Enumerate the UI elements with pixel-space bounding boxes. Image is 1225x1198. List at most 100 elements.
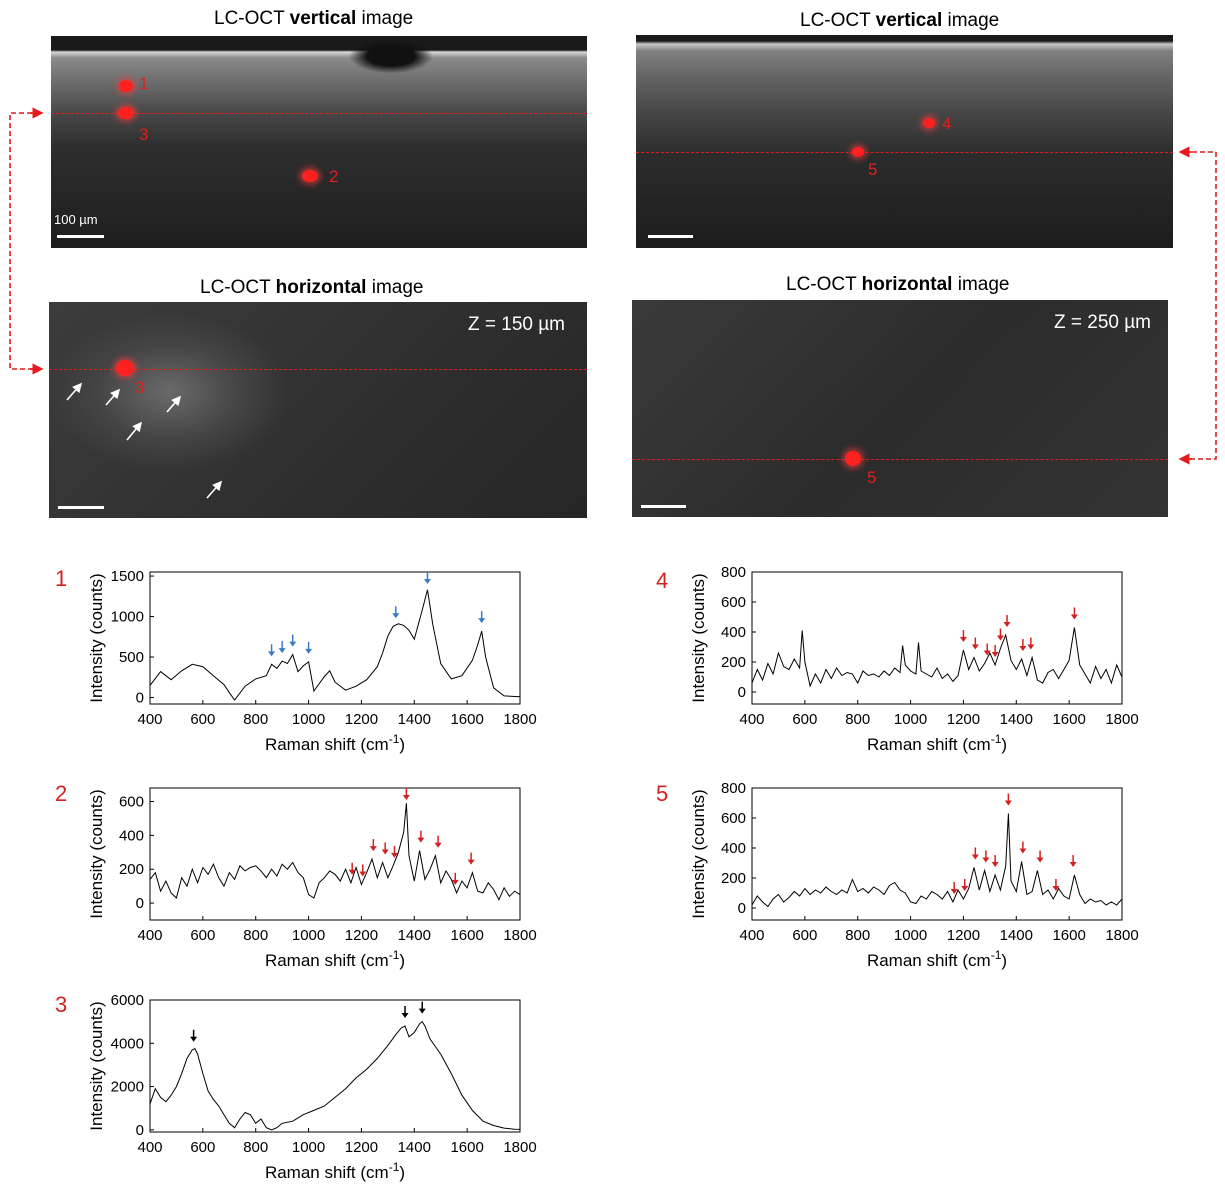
peak-arrow-head xyxy=(190,1036,198,1042)
y-tick-label: 1000 xyxy=(111,609,144,626)
spectrum-line xyxy=(149,1020,521,1131)
x-tick-label: 600 xyxy=(190,711,215,728)
raman-spectrum-3: 400 600 800 1000 1200 1400 1600 1800 0 2000 4000 60… xyxy=(87,992,537,1182)
spectrum-line xyxy=(751,627,1123,688)
depth-label: Z = 150 µm xyxy=(468,314,566,335)
scale-bar xyxy=(58,506,104,509)
x-tick-label: 400 xyxy=(137,927,162,944)
peak-arrow-head xyxy=(1019,848,1027,854)
x-tick-label: 400 xyxy=(137,711,162,728)
point-label: 4 xyxy=(942,114,952,133)
x-tick-label: 1800 xyxy=(503,711,536,728)
x-axis-label-close: ) xyxy=(1001,951,1007,970)
x-axis-label-superscript: -1 xyxy=(991,948,1002,962)
x-tick-label: 1200 xyxy=(947,711,980,728)
x-tick-label: 1400 xyxy=(398,711,431,728)
x-tick-label: 1200 xyxy=(345,927,378,944)
plot-frame xyxy=(149,571,521,705)
plot-frame xyxy=(149,787,521,921)
peak-arrow-head xyxy=(1069,862,1077,867)
x-tick-label: 600 xyxy=(190,1139,215,1156)
left-horizontal-title: LC-OCT horizontal image xyxy=(200,277,424,298)
x-tick-label: 1600 xyxy=(450,711,483,728)
x-tick-label: 400 xyxy=(739,711,764,728)
left-horizontal-oct-image xyxy=(49,302,587,518)
y-tick-label: 600 xyxy=(119,794,144,811)
x-tick-label: 400 xyxy=(739,927,764,944)
measurement-point-3 xyxy=(118,107,134,119)
x-axis-label-superscript: -1 xyxy=(389,948,400,962)
peak-arrow-head xyxy=(289,641,297,647)
peak-arrow-head xyxy=(991,862,999,867)
x-tick-label: 800 xyxy=(845,927,870,944)
peak-arrow-head xyxy=(1036,857,1044,863)
spectrum-line xyxy=(751,813,1123,908)
left-vertical-oct-image xyxy=(51,36,587,248)
y-axis-label: Intensity (counts) xyxy=(87,1001,106,1130)
y-axis-label: Intensity (counts) xyxy=(87,789,106,918)
y-tick-label: 200 xyxy=(721,870,746,887)
peak-arrow-head xyxy=(991,652,999,657)
peak-arrow-head xyxy=(982,857,990,863)
peak-arrow-head xyxy=(402,795,410,800)
x-axis-label-close: ) xyxy=(399,1163,405,1182)
measurement-point-5 xyxy=(852,147,864,157)
y-tick-label: 400 xyxy=(119,827,144,844)
peak-arrow-head xyxy=(278,648,286,654)
peak-arrow-head xyxy=(1004,800,1012,806)
y-tick-label: 400 xyxy=(721,840,746,857)
x-axis-label: Raman shift (cm-1) xyxy=(867,732,1007,754)
peak-arrow-head xyxy=(971,854,979,860)
x-tick-label: 1800 xyxy=(1105,927,1138,944)
measurement-point-1 xyxy=(119,80,133,92)
panel-label-2: 2 xyxy=(55,781,68,806)
x-axis-label: Raman shift (cm-1) xyxy=(265,948,405,970)
y-tick-label: 2000 xyxy=(111,1079,144,1096)
peak-arrow-head xyxy=(392,613,400,619)
panel-label-3: 3 xyxy=(55,992,68,1017)
y-axis-label: Intensity (counts) xyxy=(689,789,708,918)
peak-arrow-head xyxy=(390,852,398,858)
x-tick-label: 600 xyxy=(190,927,215,944)
scale-bar xyxy=(641,505,686,508)
x-tick-label: 1200 xyxy=(345,1139,378,1156)
x-axis-label-superscript: -1 xyxy=(389,732,400,746)
point-label: 5 xyxy=(868,160,878,179)
y-axis-label: Intensity (counts) xyxy=(87,573,106,702)
x-tick-label: 1800 xyxy=(503,927,536,944)
peak-arrow-head xyxy=(1070,614,1078,620)
cell-arrows xyxy=(66,382,223,499)
peak-arrow-head xyxy=(950,889,958,894)
x-tick-label: 1200 xyxy=(947,927,980,944)
depth-line xyxy=(49,369,587,370)
plot-frame xyxy=(751,571,1123,705)
y-axis-label: Intensity (counts) xyxy=(689,573,708,702)
peak-arrow-head xyxy=(305,648,313,654)
y-tick-label: 0 xyxy=(738,684,746,701)
peak-arrow-head xyxy=(348,869,356,875)
depth-line xyxy=(636,152,1173,153)
y-tick-label: 800 xyxy=(721,564,746,581)
x-tick-label: 800 xyxy=(243,711,268,728)
y-tick-label: 400 xyxy=(721,624,746,641)
scale-bar xyxy=(648,235,693,238)
x-tick-label: 1000 xyxy=(894,711,927,728)
point-label: 3 xyxy=(139,125,149,144)
y-tick-label: 4000 xyxy=(111,1035,144,1052)
raman-spectrum-1: 400 600 800 1000 1200 1400 1600 1800 0 500 1000 150… xyxy=(87,568,537,754)
left-vertical-title: LC-OCT vertical image xyxy=(214,8,414,29)
peak-arrow-head xyxy=(1052,886,1060,891)
x-axis-label-superscript: -1 xyxy=(991,732,1002,746)
x-axis-label-close: ) xyxy=(1001,735,1007,754)
x-tick-label: 1400 xyxy=(1000,927,1033,944)
x-tick-label: 1800 xyxy=(1105,711,1138,728)
right-vertical-oct-image xyxy=(636,35,1173,248)
peak-arrow-head xyxy=(1027,644,1035,650)
y-tick-label: 0 xyxy=(136,690,144,707)
y-tick-label: 0 xyxy=(136,895,144,912)
y-tick-label: 600 xyxy=(721,810,746,827)
peak-arrow-head xyxy=(418,1008,426,1014)
x-tick-label: 600 xyxy=(792,711,817,728)
x-tick-label: 1600 xyxy=(1052,711,1085,728)
y-tick-label: 800 xyxy=(721,780,746,797)
